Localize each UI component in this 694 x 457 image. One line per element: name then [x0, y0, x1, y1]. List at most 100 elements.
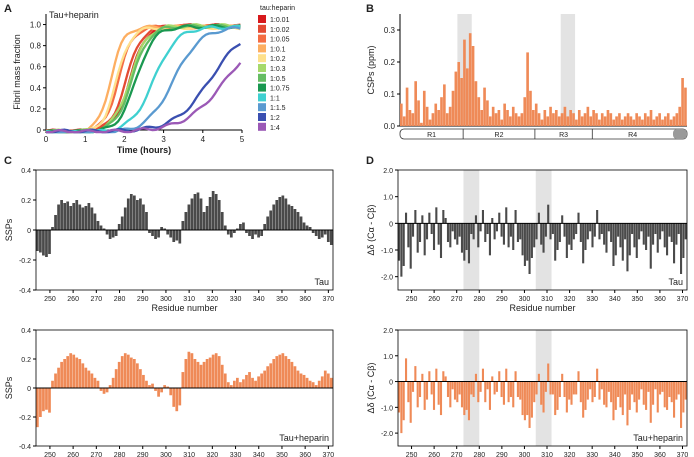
x-tick-label: 350 [276, 296, 288, 303]
csp-bar [468, 33, 472, 127]
residue-bar [624, 223, 627, 240]
residue-bar [659, 381, 662, 395]
legend-label: 1:1 [270, 95, 280, 102]
residue-bar [145, 380, 148, 388]
panel-c-top-ssp-chart: 0.4 0.2 0 -0.2 -0.4 250 260 270 280 290 300 310 320 3… [4, 168, 334, 313]
csp-bar [509, 116, 512, 126]
x-tick-label: 1 [83, 135, 88, 144]
residue-bar [78, 359, 82, 388]
csp-bar [575, 119, 578, 126]
residue-bar [654, 381, 657, 390]
residue-bar [136, 363, 139, 388]
residue-bar [154, 230, 157, 239]
residue-bar [610, 223, 613, 242]
x-tick-label: 360 [299, 296, 311, 303]
residue-bar [652, 223, 655, 245]
x-tick-label: 270 [90, 452, 102, 457]
residue-bar [299, 373, 303, 388]
y-tick-label: -2.0 [381, 431, 393, 438]
residue-bar [123, 207, 127, 230]
csp-bar [434, 103, 438, 126]
residue-bar [72, 354, 76, 388]
x-tick-label: 310 [183, 452, 195, 457]
y-tick-label: 0 [389, 221, 393, 228]
residue-bar [60, 361, 63, 388]
residue-bar [160, 227, 163, 230]
residue-bar [102, 228, 106, 230]
csp-bar [425, 106, 429, 126]
residue-bar [682, 223, 685, 258]
residue-bar [663, 223, 666, 248]
domain-label-r4: R4 [628, 132, 637, 139]
residue-bar [589, 223, 592, 232]
residue-bar [558, 223, 561, 242]
residue-bar [317, 230, 321, 239]
residue-bar [114, 369, 118, 388]
residue-bar [242, 379, 245, 388]
residue-bar [305, 225, 309, 230]
residue-bar [554, 223, 557, 261]
residue-bar [481, 368, 485, 382]
residue-bar [242, 222, 245, 230]
residue-bar [586, 381, 589, 400]
residue-bar [453, 223, 457, 240]
residue-bar [521, 223, 524, 256]
csp-bar [652, 119, 656, 126]
x-tick-label: 330 [586, 296, 598, 303]
residue-bar [254, 380, 257, 388]
residue-bar [169, 230, 173, 238]
csp-bar [615, 116, 618, 126]
residue-bar [54, 215, 57, 230]
residue-bar [329, 230, 333, 245]
residue-bar [296, 212, 300, 230]
x-tick-label: 0 [44, 135, 49, 144]
residue-bar [418, 223, 422, 242]
residue-bar [199, 198, 203, 230]
residue-bar [537, 373, 540, 382]
residue-bar [236, 228, 239, 230]
x-tick-label: 340 [609, 452, 621, 457]
residue-bar [226, 382, 230, 388]
residue-bar [184, 212, 188, 230]
residue-bar [656, 381, 659, 413]
csp-bar [603, 116, 607, 126]
csp-bar [491, 106, 495, 126]
residue-bar [326, 230, 330, 242]
residue-bar [446, 223, 450, 242]
residue-bar [48, 230, 51, 254]
residue-bar [493, 223, 496, 240]
x-tick-label: 320 [207, 296, 219, 303]
csp-bar [586, 106, 590, 126]
residue-bar [57, 204, 60, 230]
residue-bar [526, 381, 529, 416]
csp-bar [477, 97, 481, 126]
residue-bar [148, 385, 151, 388]
y-tick-label: 0.1 [384, 90, 396, 99]
residue-bar [488, 223, 491, 256]
residue-bar [561, 373, 564, 382]
legend-label: 1:2 [270, 115, 280, 122]
residue-bar [251, 230, 254, 239]
residue-bar [654, 223, 657, 234]
residue-bar [275, 200, 279, 230]
residue-bar [293, 366, 297, 388]
x-tick-label: 290 [496, 296, 508, 303]
csp-bar [589, 116, 593, 126]
legend-swatch [258, 113, 266, 121]
residue-bar [425, 223, 429, 240]
residue-bar [428, 371, 431, 382]
csp-bar [664, 116, 667, 126]
residue-bar [661, 381, 664, 392]
residue-bar [411, 381, 415, 392]
residue-bar [481, 210, 485, 224]
csp-bar [448, 106, 452, 126]
legend-swatch [258, 54, 266, 63]
x-tick-label: 260 [67, 452, 79, 457]
residue-bar [638, 381, 641, 400]
residue-bar [442, 210, 445, 224]
residue-bar [470, 381, 473, 395]
residue-bar [51, 380, 54, 388]
residue-bar [542, 223, 545, 253]
residue-bar [320, 230, 324, 238]
x-tick-label: 320 [564, 296, 576, 303]
